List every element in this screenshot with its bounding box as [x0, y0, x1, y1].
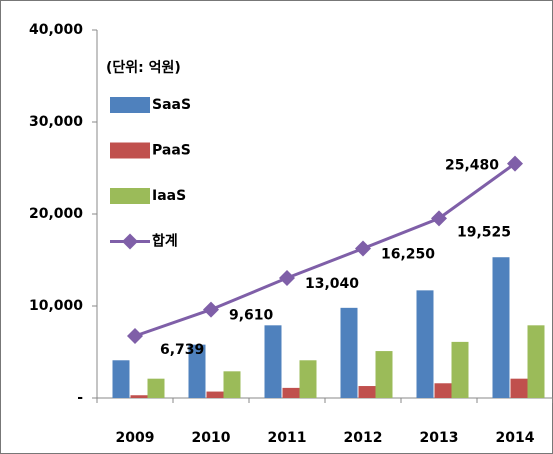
y-tick-label: 40,000: [29, 22, 83, 38]
bar: [340, 307, 358, 398]
bar: [206, 391, 224, 398]
legend-label: SaaS: [152, 97, 191, 113]
y-tick-label: 30,000: [29, 114, 83, 130]
marker: [127, 328, 143, 345]
bar: [492, 257, 510, 398]
bar: [264, 325, 282, 398]
marker: [355, 240, 371, 257]
data-label: 13,040: [305, 276, 359, 292]
x-tick-label: 2014: [496, 430, 535, 446]
x-tick-label: 2011: [268, 430, 307, 446]
x-tick-label: 2010: [192, 430, 231, 446]
marker: [431, 210, 447, 227]
legend-swatch: [110, 97, 150, 113]
y-tick-label: -: [77, 390, 83, 406]
data-label: 6,739: [160, 342, 204, 358]
bar: [130, 395, 148, 398]
marker: [507, 155, 523, 172]
data-label: 9,610: [229, 308, 274, 324]
bar: [147, 378, 165, 398]
x-tick-label: 2012: [344, 430, 383, 446]
data-label: 25,480: [445, 158, 499, 174]
bar: [375, 351, 393, 398]
bar: [434, 383, 452, 398]
data-label: 19,525: [457, 224, 511, 240]
annotation: (단위: 억원): [106, 59, 181, 76]
y-tick-label: 10,000: [29, 298, 83, 314]
legend-swatch: [110, 188, 150, 204]
bar: [451, 341, 469, 398]
bar: [416, 290, 434, 398]
bar: [510, 378, 528, 398]
bar: [223, 371, 241, 398]
legend-swatch: [110, 142, 150, 159]
data-label: 16,250: [381, 247, 435, 263]
x-tick-label: 2009: [116, 430, 155, 446]
x-tick-label: 2013: [420, 430, 459, 446]
bar: [112, 360, 130, 398]
y-tick-label: 20,000: [29, 206, 83, 222]
legend-marker: [122, 233, 138, 250]
legend-label: PaaS: [152, 143, 191, 159]
bar: [188, 344, 206, 398]
legend-label: 합계: [152, 233, 178, 250]
marker: [203, 301, 219, 318]
legend-label: IaaS: [152, 188, 186, 204]
bar: [358, 386, 376, 398]
bar: [299, 360, 317, 398]
marker: [279, 270, 295, 287]
bar: [527, 325, 545, 398]
bar: [282, 387, 300, 398]
total-line: [134, 162, 516, 338]
